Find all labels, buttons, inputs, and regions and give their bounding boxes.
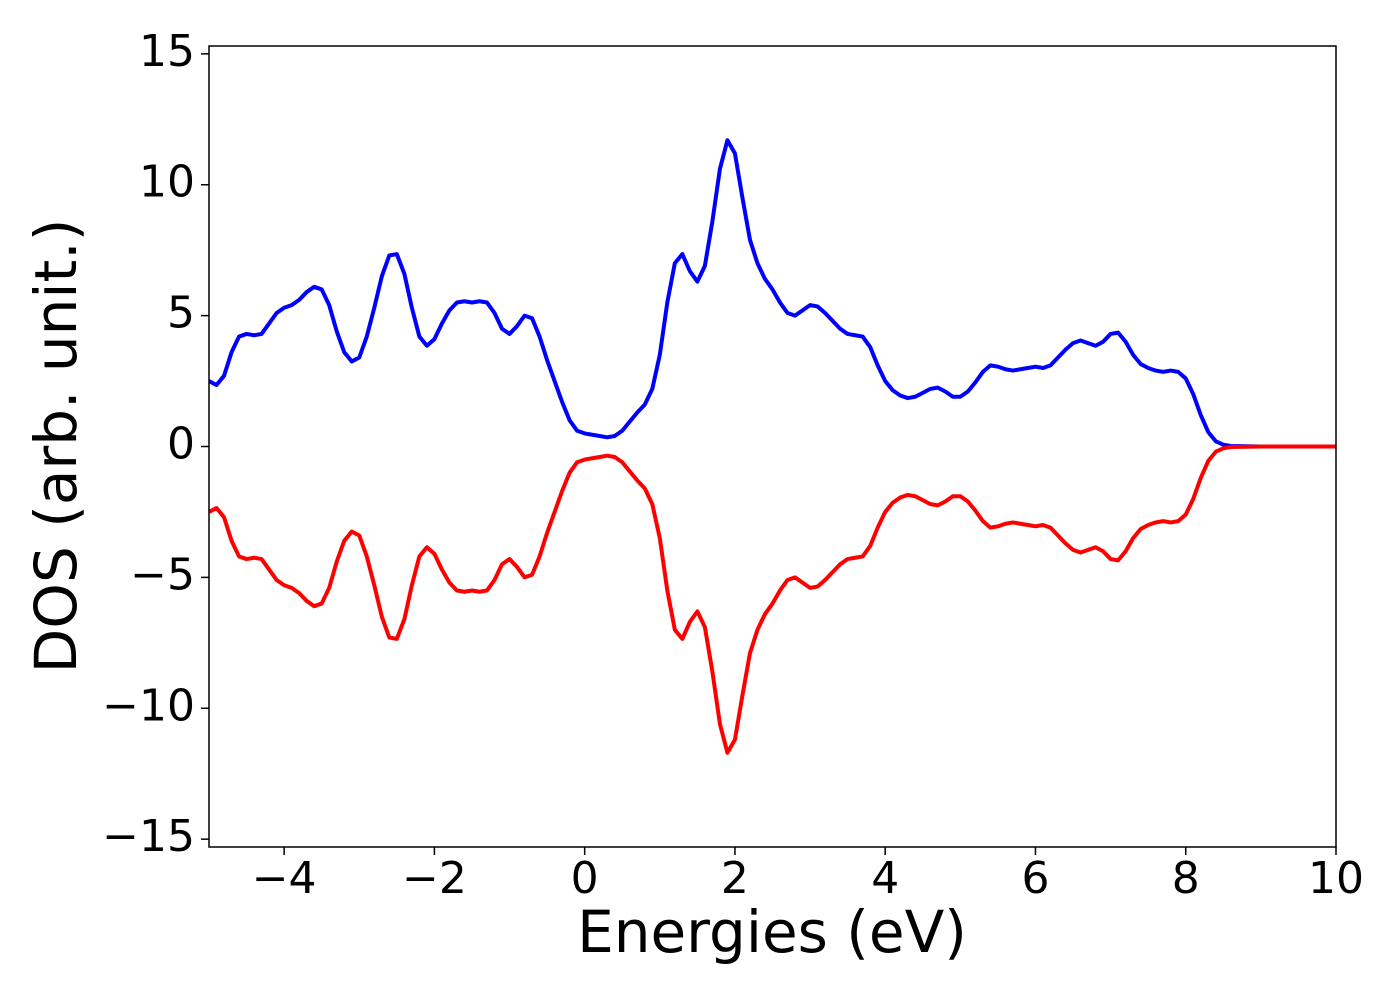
y-tick-label: 5	[167, 288, 195, 339]
x-tick-label: 0	[571, 853, 599, 904]
y-axis-label: DOS (arb. unit.)	[22, 219, 90, 674]
y-tick-label: −5	[130, 549, 195, 600]
x-tick-label: −4	[252, 853, 317, 904]
x-tick-label: −2	[402, 853, 467, 904]
y-tick-label: −15	[102, 811, 195, 862]
x-axis-label: Energies (eV)	[577, 898, 967, 966]
y-tick-label: −10	[102, 680, 195, 731]
data-line	[209, 444, 1336, 755]
y-tick-label: 10	[139, 157, 195, 208]
x-tick-label: 8	[1172, 853, 1200, 904]
x-tick-label: 4	[871, 853, 899, 904]
y-tick-label: 0	[167, 419, 195, 470]
x-tick-label: 6	[1021, 853, 1049, 904]
x-tick-label: 10	[1308, 853, 1364, 904]
data-line	[209, 138, 1336, 449]
y-tick-label: 15	[139, 26, 195, 77]
x-tick-label: 2	[721, 853, 749, 904]
plot-frame	[208, 45, 1337, 848]
